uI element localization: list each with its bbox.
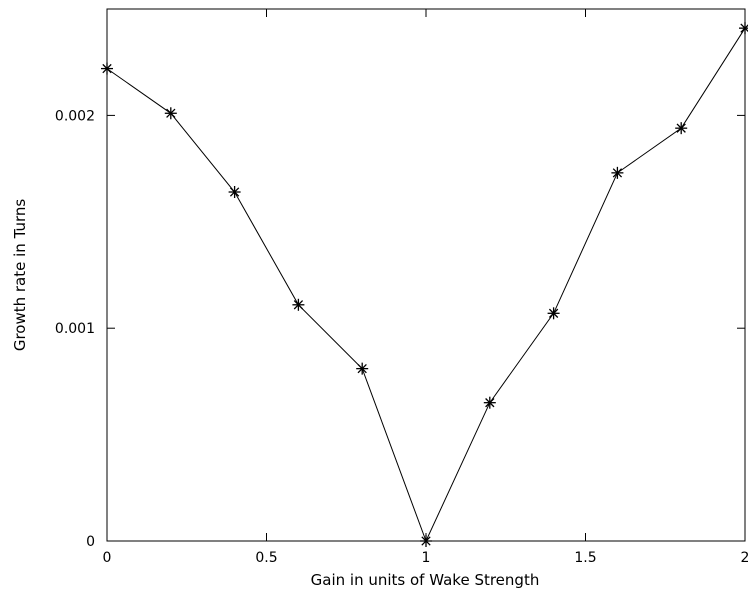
x-tick-label: 2: [741, 550, 748, 566]
y-axis-title: Growth rate in Turns: [11, 199, 29, 352]
x-tick-label: 1: [422, 550, 431, 566]
series-polyline: [106, 27, 746, 543]
data-point-marker: [547, 307, 560, 320]
x-tick-label: 0: [103, 550, 112, 566]
series-line: [106, 27, 746, 543]
x-tick-label: 1.5: [574, 550, 596, 566]
data-point-marker: [292, 298, 305, 311]
x-axis-title: Gain in units of Wake Strength: [311, 571, 540, 589]
data-point-marker: [228, 186, 241, 199]
y-tick-label: 0.002: [55, 108, 95, 124]
data-point-marker: [483, 396, 496, 409]
data-point-marker: [675, 122, 688, 135]
y-tick-label: 0: [86, 534, 95, 550]
y-tick-label: 0.001: [55, 321, 95, 337]
data-point-marker: [420, 535, 432, 547]
x-tick-label: 0.5: [255, 550, 277, 566]
data-point-marker: [611, 166, 624, 179]
tick-labels: 0 0.5 1 1.5 2 0 0.001 0.002: [55, 108, 748, 566]
data-point-marker: [356, 362, 369, 375]
plot-frame: [106, 8, 746, 542]
data-point-marker: [101, 62, 113, 75]
series-markers: [101, 22, 748, 547]
ticks: [106, 9, 746, 542]
data-point-marker: [164, 107, 177, 120]
plot-border: [106, 8, 746, 542]
data-point-marker: [739, 22, 748, 35]
